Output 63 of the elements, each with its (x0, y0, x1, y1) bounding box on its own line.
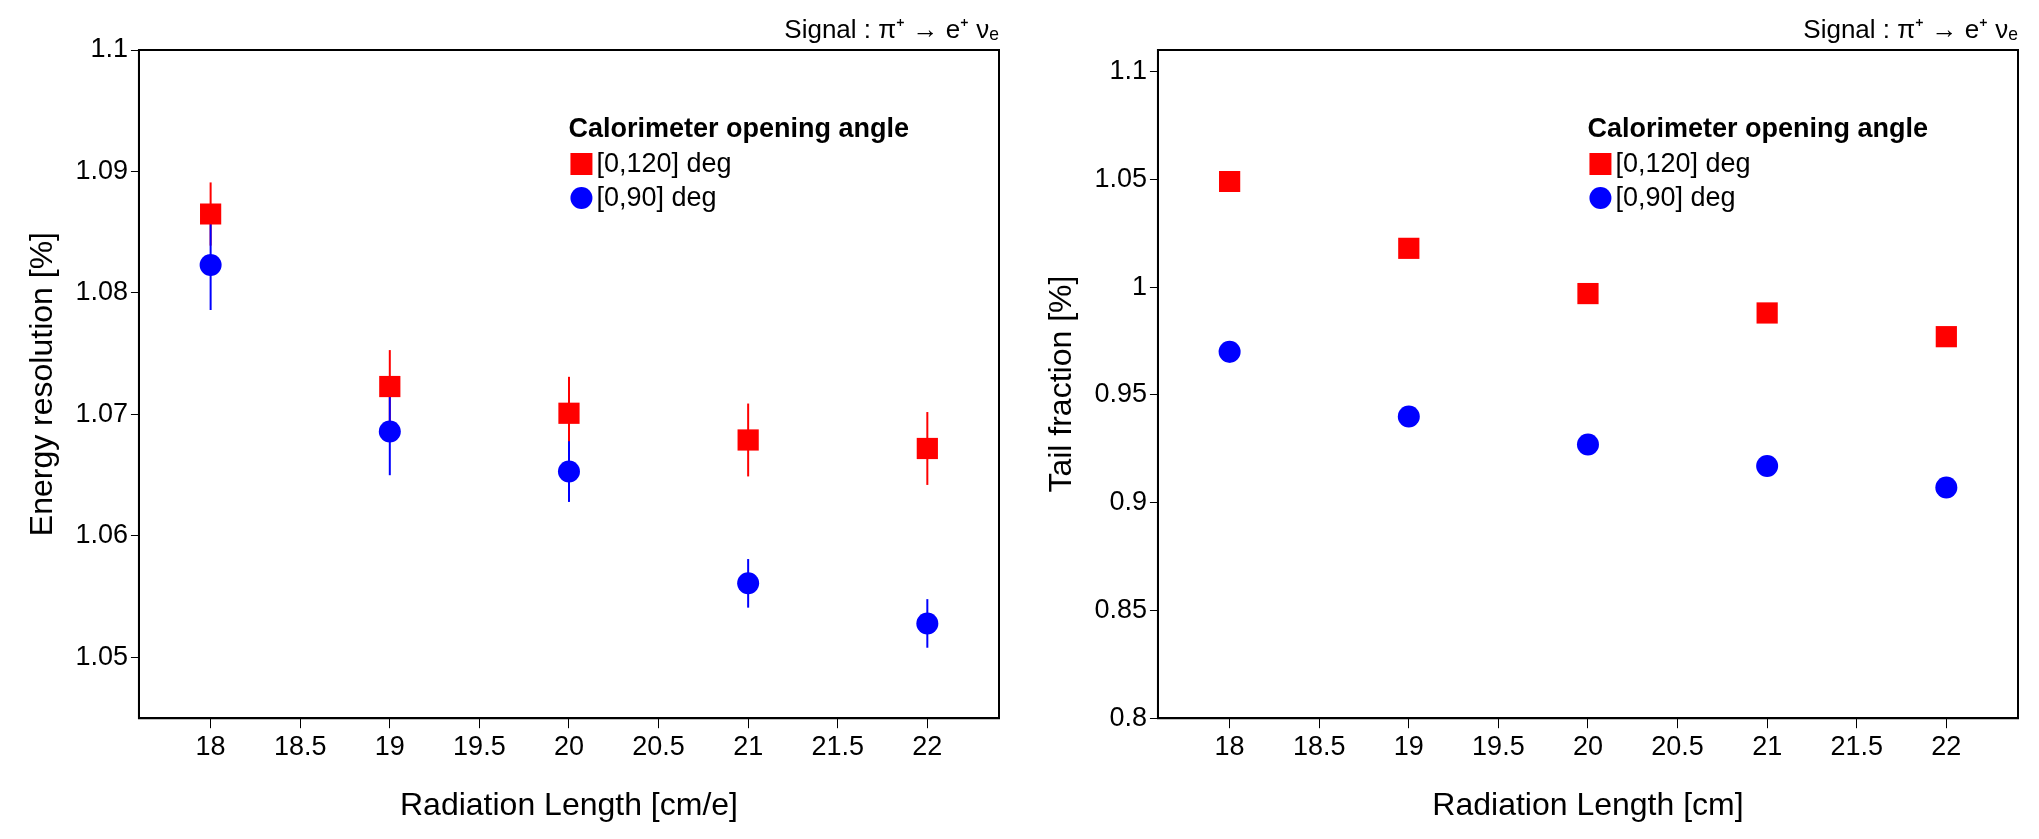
point (1756, 455, 1779, 478)
y-tick-label: 1.08 (75, 276, 128, 307)
y-tick-label: 1.05 (75, 640, 128, 671)
point (1398, 237, 1420, 259)
legend-label: [0,120] deg (596, 148, 732, 179)
y-axis-title: Energy resolution [%] (23, 232, 60, 537)
y-tick-label: 0.9 (1109, 486, 1147, 517)
y-tick-label: 0.95 (1094, 378, 1147, 409)
x-axis-title: Radiation Length [cm/e] (399, 785, 738, 822)
point (1219, 170, 1241, 193)
x-tick-label: 19.5 (453, 730, 506, 761)
x-tick-label: 19 (1393, 730, 1424, 761)
point (1756, 302, 1778, 324)
point (200, 203, 222, 225)
x-tick-label: 18.5 (1292, 730, 1346, 761)
legend-label: [0,120] deg (1615, 148, 1751, 179)
point (1577, 282, 1599, 305)
y-tick-label: 1.06 (75, 519, 128, 550)
y-tick-label: 0.8 (1109, 701, 1147, 732)
x-tick-label: 20.5 (1651, 730, 1704, 761)
point (558, 402, 580, 424)
x-tick-label: 20.5 (632, 730, 685, 761)
x-tick-label: 21 (733, 730, 764, 761)
x-tick-label: 18 (1214, 730, 1245, 761)
y-tick-label: 1.05 (1094, 162, 1147, 193)
point (378, 420, 401, 443)
x-tick-label: 22 (1931, 730, 1962, 761)
point (1397, 405, 1420, 428)
point (199, 254, 222, 277)
x-tick-label: 18 (195, 730, 226, 761)
y-tick-label: 1 (1131, 270, 1147, 301)
legend-label: [0,90] deg (596, 182, 717, 213)
x-tick-label: 20 (1572, 730, 1603, 761)
x-tick-label: 20 (553, 730, 584, 761)
x-tick-label: 18.5 (273, 730, 327, 761)
point (916, 612, 939, 635)
x-tick-label: 19 (374, 730, 405, 761)
y-tick-label: 1.07 (75, 397, 128, 428)
y-tick-label: 1.1 (1109, 55, 1147, 86)
y-tick-label: 1.1 (90, 33, 128, 64)
point (1218, 340, 1241, 363)
point (737, 429, 759, 451)
legend-title: Calorimeter opening angle (1587, 113, 1928, 144)
point (557, 460, 580, 483)
point (916, 437, 938, 460)
point (737, 572, 760, 595)
point (1935, 326, 1957, 348)
text: Signal : π⁺ → e⁺ νₑ (784, 14, 999, 45)
x-tick-label: 21.5 (1830, 730, 1884, 761)
x-tick-label: 21.5 (811, 730, 865, 761)
point (1935, 476, 1958, 499)
legend-title: Calorimeter opening angle (568, 113, 909, 144)
x-tick-label: 21 (1752, 730, 1783, 761)
y-tick-label: 0.85 (1094, 593, 1147, 624)
x-tick-label: 22 (912, 730, 943, 761)
point (379, 375, 401, 398)
y-tick-label: 1.09 (75, 154, 128, 185)
point (1576, 433, 1599, 456)
text: Signal : π⁺ → e⁺ νₑ (1803, 14, 2018, 45)
y-axis-title: Tail fraction [%] (1042, 275, 1079, 493)
legend-label: [0,90] deg (1615, 182, 1736, 213)
x-axis-title: Radiation Length [cm] (1432, 785, 1744, 822)
x-tick-label: 19.5 (1472, 730, 1525, 761)
